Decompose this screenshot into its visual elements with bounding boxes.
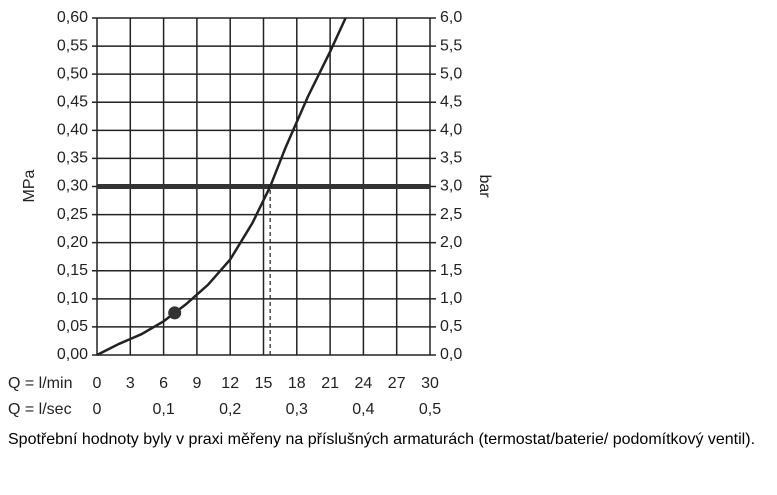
y2-tick-label: 3,0	[440, 178, 462, 195]
y-tick-label: 0,40	[57, 122, 88, 139]
x-tick-label: 18	[288, 375, 306, 392]
y2-tick-label: 6,0	[440, 9, 462, 26]
y-tick-label: 0,00	[57, 346, 88, 363]
y2-tick-label: 1,5	[440, 262, 462, 279]
y2-tick-label: 2,5	[440, 206, 462, 223]
y2-tick-label: 4,0	[440, 122, 462, 139]
x-axis-label: Q = l/min	[8, 375, 72, 392]
y-tick-label: 0,05	[57, 318, 88, 335]
x-tick-label: 0	[93, 375, 102, 392]
curve	[96, 17, 347, 357]
y-tick-label: 0,20	[57, 234, 88, 251]
y2-tick-label: 5,0	[440, 65, 462, 82]
y-tick-label: 0,60	[57, 9, 88, 26]
y2-tick-label: 5,5	[440, 37, 462, 54]
x-tick-label: 27	[388, 375, 406, 392]
x-tick-label: 6	[159, 375, 168, 392]
x2-tick-label: 0,1	[152, 401, 174, 418]
x-tick-label: 24	[355, 375, 373, 392]
x-tick-label: 12	[221, 375, 239, 392]
y-tick-label: 0,25	[57, 206, 88, 223]
y-tick-label: 0,50	[57, 65, 88, 82]
chart: MPa bar Q = l/min Q = l/sec 0,000,050,10…	[8, 9, 493, 418]
y2-tick-label: 0,5	[440, 318, 462, 335]
y2-tick-label: 3,5	[440, 150, 462, 167]
x2-axis-label: Q = l/sec	[8, 401, 72, 418]
note: Spotřební hodnoty byly v praxi měřeny na…	[8, 431, 756, 448]
x2-tick-label: 0,5	[419, 401, 441, 418]
y2-tick-label: 4,5	[440, 93, 462, 110]
y2-tick-label: 2,0	[440, 234, 462, 251]
y2-tick-label: 1,0	[440, 290, 462, 307]
y2-axis-label: bar	[476, 174, 493, 198]
x-tick-label: 21	[321, 375, 339, 392]
x2-tick-label: 0,4	[352, 401, 374, 418]
x-tick-label: 30	[421, 375, 439, 392]
y-tick-label: 0,30	[57, 178, 88, 195]
x2-tick-label: 0,2	[219, 401, 241, 418]
x2-tick-label: 0,3	[286, 401, 308, 418]
y2-tick-label: 0,0	[440, 346, 462, 363]
y-axis-label: MPa	[21, 169, 38, 202]
x2-tick-label: 0	[93, 401, 102, 418]
y-tick-label: 0,10	[57, 290, 88, 307]
y-tick-label: 0,45	[57, 93, 88, 110]
x-tick-label: 15	[255, 375, 273, 392]
y-tick-label: 0,35	[57, 150, 88, 167]
marker	[168, 306, 182, 320]
y-tick-label: 0,55	[57, 37, 88, 54]
y-tick-label: 0,15	[57, 262, 88, 279]
x-tick-label: 3	[126, 375, 135, 392]
x-tick-label: 9	[192, 375, 201, 392]
